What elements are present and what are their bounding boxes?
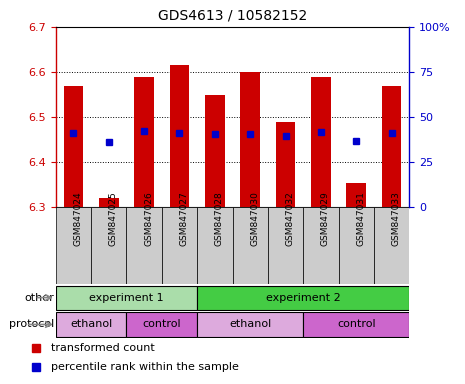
Bar xyxy=(64,86,83,207)
Text: GSM847026: GSM847026 xyxy=(144,192,153,246)
Bar xyxy=(303,313,409,336)
Text: GSM847025: GSM847025 xyxy=(109,192,118,246)
Text: GSM847027: GSM847027 xyxy=(179,192,188,246)
Text: GSM847024: GSM847024 xyxy=(73,192,82,246)
Bar xyxy=(311,76,331,207)
Bar xyxy=(303,207,339,284)
Bar xyxy=(346,182,366,207)
Text: protocol: protocol xyxy=(9,319,54,329)
Bar xyxy=(56,313,126,336)
Bar xyxy=(126,207,162,284)
Text: experiment 1: experiment 1 xyxy=(89,293,164,303)
Text: ethanol: ethanol xyxy=(229,319,271,329)
Bar xyxy=(99,198,119,207)
Text: percentile rank within the sample: percentile rank within the sample xyxy=(51,362,239,372)
Bar xyxy=(197,286,409,310)
Bar xyxy=(197,313,303,336)
Bar xyxy=(268,207,303,284)
Bar xyxy=(126,313,197,336)
Text: GSM847029: GSM847029 xyxy=(321,192,330,246)
Text: GSM847028: GSM847028 xyxy=(215,192,224,246)
Text: control: control xyxy=(337,319,376,329)
Text: transformed count: transformed count xyxy=(51,343,155,353)
Bar xyxy=(205,94,225,207)
Bar xyxy=(374,207,409,284)
Bar xyxy=(134,76,154,207)
Bar xyxy=(240,72,260,207)
Title: GDS4613 / 10582152: GDS4613 / 10582152 xyxy=(158,9,307,23)
Bar xyxy=(170,65,189,207)
Bar xyxy=(162,207,197,284)
Bar xyxy=(382,86,401,207)
Bar xyxy=(56,286,197,310)
Text: GSM847033: GSM847033 xyxy=(392,192,400,246)
Text: GSM847030: GSM847030 xyxy=(250,192,259,246)
Bar xyxy=(276,122,295,207)
Text: ethanol: ethanol xyxy=(70,319,112,329)
Text: GSM847032: GSM847032 xyxy=(286,192,294,246)
Bar xyxy=(197,207,232,284)
Bar xyxy=(56,207,91,284)
Text: GSM847031: GSM847031 xyxy=(356,192,365,246)
Bar xyxy=(91,207,126,284)
Text: control: control xyxy=(142,319,181,329)
Bar xyxy=(339,207,374,284)
Text: experiment 2: experiment 2 xyxy=(266,293,340,303)
Text: other: other xyxy=(24,293,54,303)
Bar xyxy=(232,207,268,284)
